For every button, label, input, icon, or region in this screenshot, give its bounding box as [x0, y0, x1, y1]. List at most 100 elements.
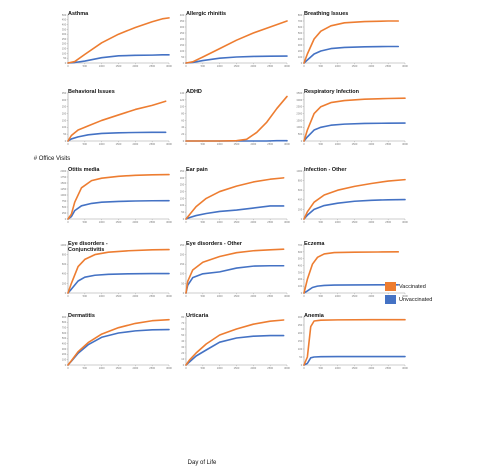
- series-line-unvaccinated: [185, 205, 285, 220]
- y-tick-label: 30: [181, 345, 184, 349]
- x-tick-label: 2000: [368, 366, 374, 370]
- series-line-unvaccinated: [185, 334, 285, 366]
- y-tick-label: 600: [298, 25, 303, 29]
- y-tick-label: 0: [301, 217, 303, 221]
- y-tick-label: 400: [298, 37, 303, 41]
- chart-panel-infection-other: 0 200 400 600 800 1000 0 500 1000 1500 2000 2500 300…: [294, 166, 408, 228]
- x-tick-label: 3000: [284, 294, 290, 298]
- x-tick-label: 2000: [250, 366, 256, 370]
- y-tick-label: 0: [301, 61, 303, 65]
- x-tick-label: 1000: [217, 142, 223, 146]
- y-tick-label: 350: [180, 169, 185, 173]
- x-tick-label: 1000: [335, 294, 341, 298]
- x-tick-label: 1500: [234, 142, 240, 146]
- x-axis-label: Day of Life: [187, 460, 217, 466]
- y-tick-label: 800: [298, 13, 303, 17]
- y-tick-label: 400: [298, 198, 303, 202]
- y-tick-label: 100: [62, 125, 67, 129]
- y-tick-label: 400: [62, 342, 67, 346]
- x-tick-label: 500: [319, 64, 324, 68]
- x-tick-label: 1000: [99, 64, 105, 68]
- x-tick-label: 2000: [132, 64, 138, 68]
- x-tick-label: 0: [303, 64, 305, 68]
- y-tick-label: 200: [62, 352, 67, 356]
- y-tick-label: 3000: [296, 98, 302, 102]
- y-tick-label: 20: [181, 132, 184, 136]
- y-tick-label: 200: [298, 277, 303, 281]
- series-line-vaccinated: [303, 251, 400, 294]
- y-axis-label: # Office Visits: [33, 156, 71, 162]
- x-tick-label: 1000: [99, 294, 105, 298]
- chart-panel-breathing-issues: 0 100 200 300 400 500 600 700 800 0 500 1000 1500 200…: [294, 10, 409, 72]
- chart-panel-behavioral-issues: 0 50 100 150 200 250 300 350 0 500 1000 1500 2000 250…: [58, 88, 173, 150]
- y-tick-label: 200: [298, 49, 303, 53]
- chart-panel-otitis-media: 0 250 500 750 1000 1250 1500 1750 2000 0 500 1000 15…: [58, 166, 172, 228]
- y-tick-label: 50: [63, 132, 66, 136]
- y-tick-label: 200: [180, 37, 185, 41]
- y-tick-label: 350: [62, 91, 67, 95]
- y-tick-label: 150: [62, 47, 67, 51]
- y-tick-label: 20: [181, 351, 184, 355]
- y-tick-label: 250: [180, 183, 185, 187]
- chart-title-eye-disorders-other: Eye disorders - Other: [186, 241, 242, 247]
- x-tick-label: 1000: [99, 220, 105, 224]
- x-tick-label: 0: [303, 220, 305, 224]
- y-tick-label: 150: [180, 196, 185, 200]
- chart-title-allergic-rhinitis: Allergic rhinitis: [186, 11, 227, 17]
- series-line-unvaccinated: [303, 283, 400, 294]
- y-tick-label: 100: [298, 55, 303, 59]
- x-tick-label: 2000: [132, 142, 138, 146]
- y-tick-label: 250: [62, 211, 67, 215]
- y-tick-label: 800: [298, 179, 303, 183]
- y-tick-label: 800: [62, 253, 67, 257]
- y-tick-label: 150: [298, 339, 303, 343]
- series-line-vaccinated: [67, 17, 170, 64]
- chart-panel-asthma: 0 50 100 150 200 250 300 350 400 450 500 0 500 1000 15…: [58, 10, 173, 72]
- y-tick-label: 200: [62, 42, 67, 46]
- y-tick-label: 60: [181, 118, 184, 122]
- y-tick-label: 350: [62, 27, 67, 31]
- y-tick-label: 2000: [60, 169, 66, 173]
- x-tick-label: 1500: [352, 220, 358, 224]
- legend-swatch-vaccinated: [385, 282, 396, 291]
- chart-title-eye-disorders-conjunctivitis: Eye disorders - Conjunctivitis: [68, 241, 108, 254]
- y-tick-label: 1000: [296, 125, 302, 129]
- y-tick-label: 40: [181, 125, 184, 129]
- x-tick-label: 1500: [234, 220, 240, 224]
- y-tick-label: 600: [62, 262, 67, 266]
- series-line-vaccinated: [67, 248, 170, 294]
- y-tick-label: 150: [180, 262, 185, 266]
- y-tick-label: 300: [180, 176, 185, 180]
- y-tick-label: 250: [180, 243, 185, 247]
- chart-title-otitis-media: Otitis media: [68, 167, 100, 173]
- y-tick-label: 200: [62, 281, 67, 285]
- series-line-vaccinated: [185, 95, 288, 142]
- y-tick-label: 100: [180, 203, 185, 207]
- x-tick-label: 500: [319, 366, 324, 370]
- chart-panel-urticaria: 0 10 20 30 40 50 60 70 80 0 500 1000 1500 2000 2500 300…: [176, 312, 290, 374]
- x-tick-label: 1500: [116, 220, 122, 224]
- x-tick-label: 2500: [267, 294, 273, 298]
- chart-panel-allergic-rhinitis: 0 50 100 150 200 250 300 350 400 0 500 1000 1500 2000…: [176, 10, 291, 72]
- series-line-vaccinated: [303, 20, 400, 64]
- x-tick-label: 500: [201, 142, 206, 146]
- x-tick-label: 1000: [217, 64, 223, 68]
- y-tick-label: 0: [183, 139, 185, 143]
- x-tick-label: 500: [83, 366, 88, 370]
- y-tick-label: 50: [181, 281, 184, 285]
- series-line-vaccinated: [185, 20, 288, 64]
- y-tick-label: 1000: [60, 193, 66, 197]
- y-tick-label: 0: [183, 291, 185, 295]
- y-tick-label: 600: [62, 331, 67, 335]
- y-tick-label: 700: [298, 19, 303, 23]
- x-tick-label: 1500: [116, 142, 122, 146]
- y-tick-label: 900: [62, 315, 67, 319]
- x-tick-label: 1000: [217, 366, 223, 370]
- series-line-vaccinated: [303, 178, 406, 220]
- y-tick-label: 140: [180, 91, 185, 95]
- x-tick-label: 500: [201, 294, 206, 298]
